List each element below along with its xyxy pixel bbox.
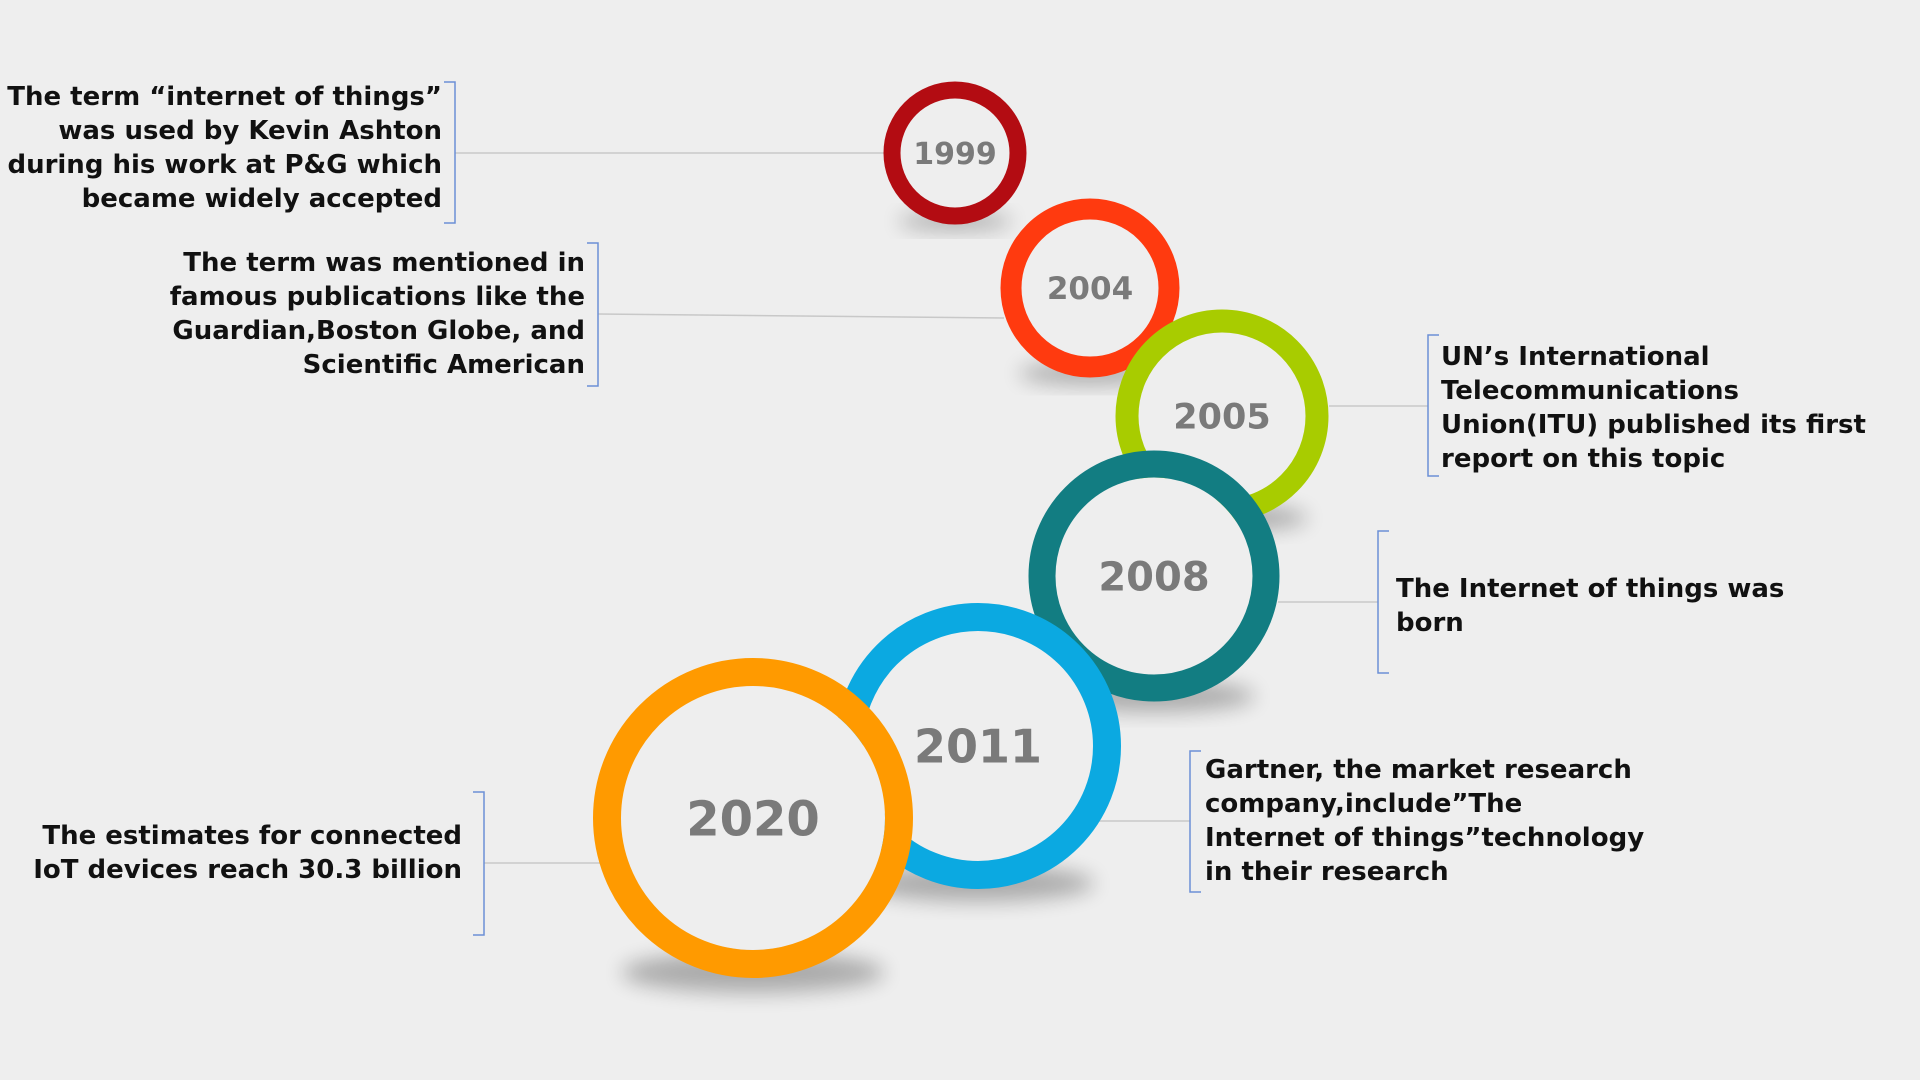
ring-2020 [593, 658, 913, 978]
ring-group-1999: 1999 [883, 81, 1027, 230]
brackets-layer [444, 81, 1439, 936]
year-label-2004: 2004 [1047, 271, 1133, 307]
ring-group-2004: 2004 [1000, 198, 1180, 385]
bracket-2004 [587, 242, 599, 387]
ring-2004 [1000, 198, 1180, 378]
ring-2008 [1028, 450, 1280, 702]
year-label-1999: 1999 [913, 137, 997, 172]
ring-inner-2004 [1021, 219, 1159, 357]
ring-inner-2011 [863, 631, 1093, 861]
bracket-1999 [444, 81, 456, 224]
connectors-layer [455, 152, 1428, 864]
description-2005: UN’s International Telecommunications Un… [1441, 342, 1866, 474]
bracket-2005 [1427, 334, 1439, 477]
ring-group-2008: 2008 [1028, 450, 1280, 712]
ring-inner-1999 [900, 98, 1010, 208]
description-1999: The term “internet of things” was used b… [7, 82, 442, 214]
year-label-2011: 2011 [914, 720, 1042, 774]
year-label-2008: 2008 [1098, 554, 1209, 600]
ring-group-2020: 2020 [593, 658, 913, 993]
ring-inner-2020 [621, 686, 885, 950]
year-label-2020: 2020 [686, 791, 820, 847]
description-2008: The Internet of things was born [1396, 574, 1785, 638]
bracket-2008 [1377, 530, 1389, 674]
year-label-2005: 2005 [1173, 398, 1270, 438]
bracket-2011 [1189, 750, 1201, 893]
description-2011: Gartner, the market research company,inc… [1205, 755, 1645, 887]
connector-line-2004 [597, 313, 1005, 319]
ring-inner-2008 [1055, 477, 1253, 675]
rings-layer: 1999 2004 2005 2008 2011 2020 [593, 81, 1329, 993]
description-2020: The estimates for connected IoT devices … [33, 821, 462, 885]
bracket-2020 [473, 791, 485, 936]
description-2004: The term was mentioned in famous publica… [169, 248, 585, 380]
ring-1999 [883, 81, 1027, 225]
